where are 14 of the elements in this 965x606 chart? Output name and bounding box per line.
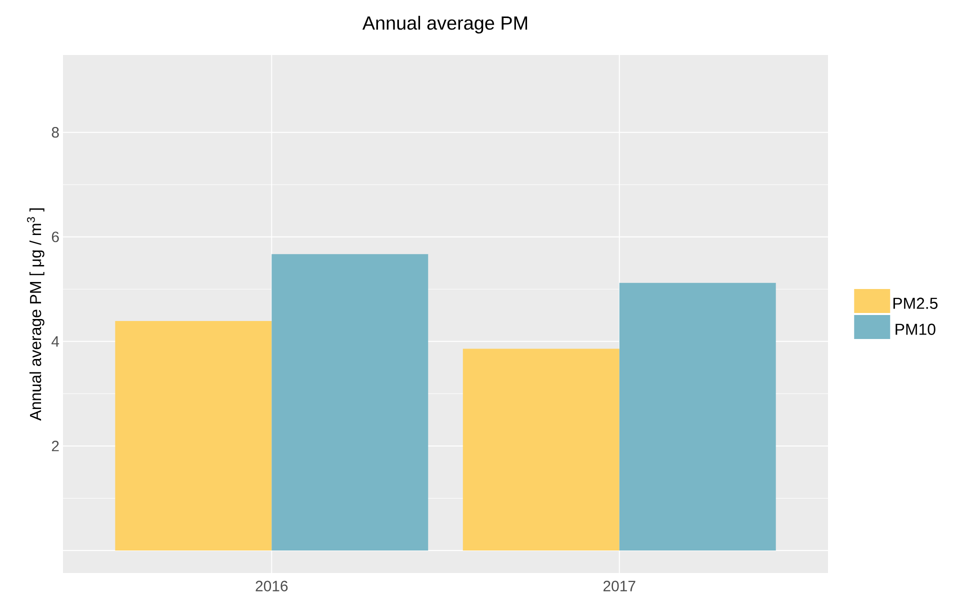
y-tick-label: 4 (52, 336, 60, 347)
bar (619, 282, 776, 551)
y-tick-label: 6 (52, 232, 59, 242)
y-tick-label: 2 (52, 440, 59, 452)
legend-label: PM2.5 (893, 298, 938, 309)
y-tick-label: 8 (52, 127, 59, 138)
y-axis-title: Annual average PM [ μg / m$^{3}$ ] (26, 208, 44, 421)
legend-label: PM10 (896, 324, 936, 335)
bar (462, 348, 620, 551)
bar (115, 321, 272, 551)
bar (272, 254, 428, 551)
chart-title: Annual average PM (362, 16, 528, 34)
x-tick-label: 2016 (256, 580, 288, 592)
x-tick-label: 2017 (604, 580, 636, 592)
